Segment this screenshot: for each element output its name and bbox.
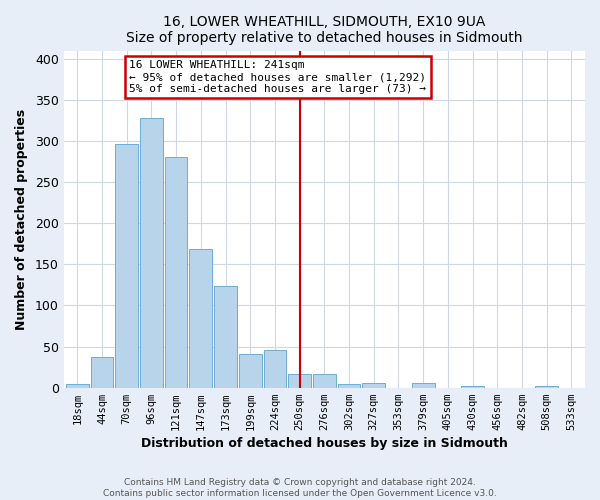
Bar [288,374,311,388]
Y-axis label: Number of detached properties: Number of detached properties [15,108,28,330]
Title: 16, LOWER WHEATHILL, SIDMOUTH, EX10 9UA
Size of property relative to detached ho: 16, LOWER WHEATHILL, SIDMOUTH, EX10 9UA … [126,15,523,45]
Bar [91,358,113,388]
Bar [214,286,237,388]
Text: Contains HM Land Registry data © Crown copyright and database right 2024.
Contai: Contains HM Land Registry data © Crown c… [103,478,497,498]
Bar [66,384,89,388]
Bar [165,158,187,388]
X-axis label: Distribution of detached houses by size in Sidmouth: Distribution of detached houses by size … [141,437,508,450]
Bar [535,386,558,388]
Bar [461,386,484,388]
Bar [239,354,262,388]
Bar [140,118,163,388]
Bar [115,144,138,388]
Bar [362,383,385,388]
Bar [263,350,286,388]
Text: 16 LOWER WHEATHILL: 241sqm
← 95% of detached houses are smaller (1,292)
5% of se: 16 LOWER WHEATHILL: 241sqm ← 95% of deta… [129,60,426,94]
Bar [190,248,212,388]
Bar [338,384,361,388]
Bar [412,383,434,388]
Bar [313,374,336,388]
